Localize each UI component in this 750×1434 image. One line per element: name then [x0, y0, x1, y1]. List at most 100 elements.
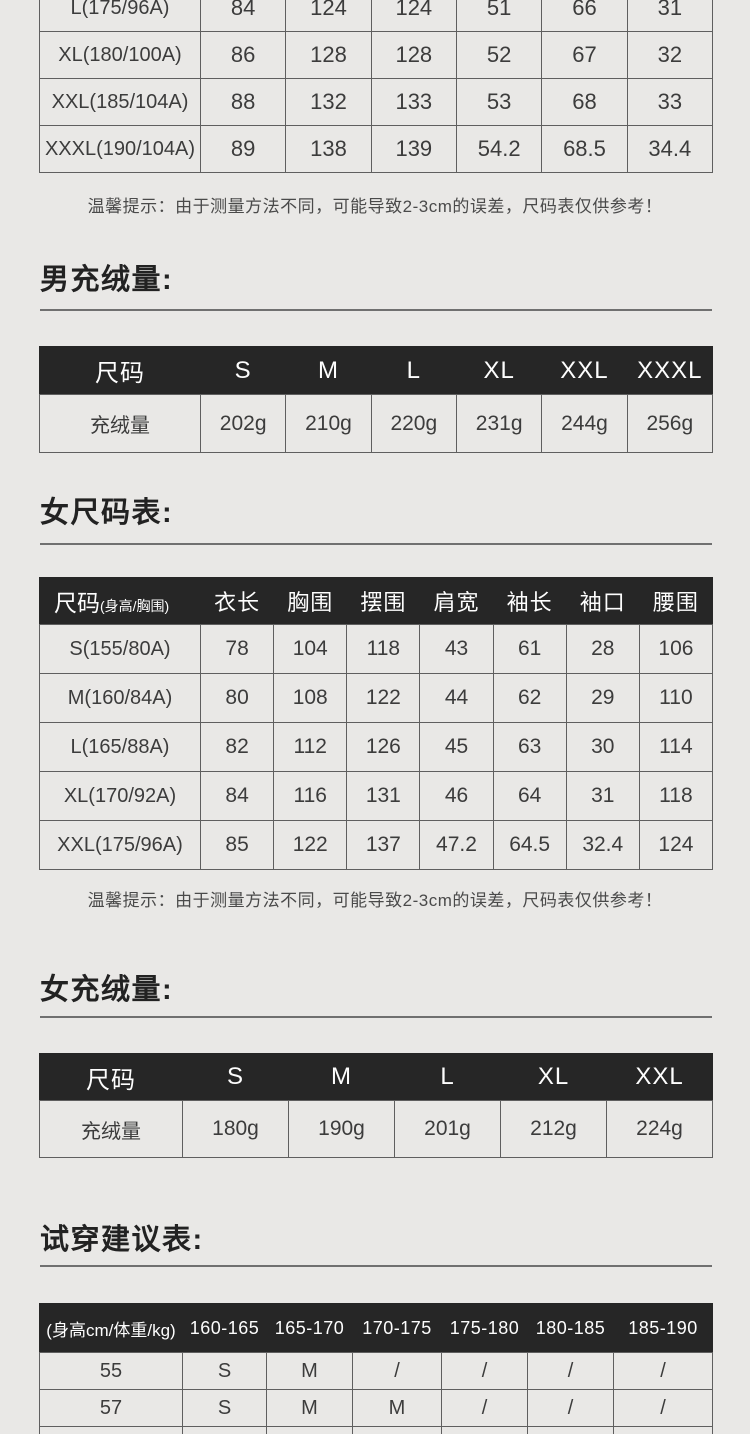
weight-label-cell: 55: [39, 1352, 183, 1390]
value-cell: 52: [455, 31, 543, 79]
value-cell: 44: [419, 673, 494, 723]
row-label-cell: 充绒量: [39, 394, 201, 453]
value-cell: 133: [370, 78, 457, 126]
value-cell: 85: [199, 820, 275, 870]
value-cell: 116: [273, 771, 348, 821]
title-underline: [40, 309, 712, 311]
table-row: S(155/80A) 78 104 118 43 61 28 106: [39, 624, 714, 674]
value-cell: 28: [565, 624, 640, 674]
value-cell: 131: [346, 771, 421, 821]
header-cell: 170-175: [352, 1303, 442, 1353]
header-cell: (身高cm/体重/kg): [39, 1303, 183, 1353]
value-cell: 210g: [285, 394, 372, 453]
value-cell: 82: [199, 722, 275, 772]
value-cell: 32: [626, 31, 714, 79]
size-label-cell: S(155/80A): [39, 624, 201, 674]
section-title-women-size: 女尺码表:: [40, 497, 174, 529]
value-cell: 202g: [199, 394, 287, 453]
size-label-cell: XL(180/100A): [39, 31, 201, 79]
header-cell: M: [288, 1053, 395, 1101]
header-cell: XXL: [541, 346, 628, 395]
value-cell: 220g: [370, 394, 457, 453]
table-row: L(165/88A) 82 112 126 45 63 30 114: [39, 722, 714, 772]
size-label-cell: L(165/88A): [39, 722, 201, 772]
value-cell: 47.2: [419, 820, 494, 870]
value-cell: 53: [455, 78, 543, 126]
value-cell: /: [441, 1389, 528, 1427]
table-row: XXL(175/96A) 85 122 137 47.2 64.5 32.4 1…: [39, 820, 714, 870]
header-cell: 175-180: [441, 1303, 528, 1353]
women-size-table: 尺码(身高/胸围) 衣长 胸围 摆围 肩宽 袖长 袖口 腰围 S(155/80A…: [39, 577, 714, 870]
fitting-suggestion-table: (身高cm/体重/kg) 160-165 165-170 170-175 175…: [39, 1303, 713, 1434]
value-cell: /: [352, 1352, 442, 1390]
header-cell: 尺码: [39, 1053, 183, 1101]
men-size-table: L(175/96A) 84 124 124 51 66 31 XL(180/10…: [39, 0, 714, 173]
value-cell: 104: [273, 624, 348, 674]
header-cell: 180-185: [527, 1303, 614, 1353]
value-cell: 30: [565, 722, 640, 772]
value-cell: 31: [626, 0, 714, 32]
header-cell: 165-170: [266, 1303, 353, 1353]
value-cell: 63: [492, 722, 567, 772]
empty-cell: [352, 1426, 442, 1434]
header-cell: 肩宽: [419, 577, 494, 625]
value-cell: M: [266, 1352, 353, 1390]
table-row: XL(180/100A) 86 128 128 52 67 32: [39, 31, 714, 79]
value-cell: 80: [199, 673, 275, 723]
value-cell: 84: [199, 771, 275, 821]
value-cell: 122: [346, 673, 421, 723]
table-row-partial: [39, 1426, 713, 1434]
value-cell: 114: [638, 722, 714, 772]
empty-cell: [527, 1426, 614, 1434]
value-cell: 126: [346, 722, 421, 772]
value-cell: 62: [492, 673, 567, 723]
header-cell: S: [182, 1053, 289, 1101]
value-cell: 138: [285, 125, 372, 173]
value-cell: /: [527, 1389, 614, 1427]
header-cell: XL: [455, 346, 543, 395]
value-cell: 124: [285, 0, 372, 32]
value-cell: 31: [565, 771, 640, 821]
value-cell: 128: [370, 31, 457, 79]
header-cell: 腰围: [638, 577, 714, 625]
empty-cell: [39, 1426, 183, 1434]
value-cell: 118: [346, 624, 421, 674]
value-cell: 34.4: [626, 125, 714, 173]
header-cell: S: [199, 346, 287, 395]
value-cell: 108: [273, 673, 348, 723]
header-cell: 袖长: [492, 577, 567, 625]
table-row: 55 S M / / / /: [39, 1352, 713, 1390]
value-cell: /: [613, 1389, 713, 1427]
empty-cell: [182, 1426, 267, 1434]
header-cell: 胸围: [273, 577, 348, 625]
header-cell: 摆围: [346, 577, 421, 625]
header-cell: M: [285, 346, 372, 395]
value-cell: M: [352, 1389, 442, 1427]
value-cell: 88: [199, 78, 287, 126]
weight-label-cell: 57: [39, 1389, 183, 1427]
value-cell: 244g: [541, 394, 628, 453]
measure-tip: 温馨提示：由于测量方法不同，可能导致2-3cm的误差，尺码表仅供参考！: [87, 891, 663, 910]
size-label-cell: M(160/84A): [39, 673, 201, 723]
empty-cell: [441, 1426, 528, 1434]
title-underline: [40, 543, 712, 545]
value-cell: 124: [370, 0, 457, 32]
table-header-row: 尺码 S M L XL XXL: [39, 1053, 713, 1101]
value-cell: 231g: [455, 394, 543, 453]
value-cell: S: [182, 1389, 267, 1427]
value-cell: 224g: [606, 1100, 713, 1158]
value-cell: 128: [285, 31, 372, 79]
value-cell: /: [527, 1352, 614, 1390]
table-row: XXXL(190/104A) 89 138 139 54.2 68.5 34.4: [39, 125, 714, 173]
value-cell: 54.2: [455, 125, 543, 173]
value-cell: 137: [346, 820, 421, 870]
value-cell: 86: [199, 31, 287, 79]
table-row: XL(170/92A) 84 116 131 46 64 31 118: [39, 771, 714, 821]
value-cell: 29: [565, 673, 640, 723]
table-row: XXL(185/104A) 88 132 133 53 68 33: [39, 78, 714, 126]
table-header-row: (身高cm/体重/kg) 160-165 165-170 170-175 175…: [39, 1303, 713, 1353]
header-cell: XXXL: [626, 346, 714, 395]
table-row: 充绒量 180g 190g 201g 212g 224g: [39, 1100, 713, 1158]
section-title-men-fill: 男充绒量:: [40, 264, 174, 296]
